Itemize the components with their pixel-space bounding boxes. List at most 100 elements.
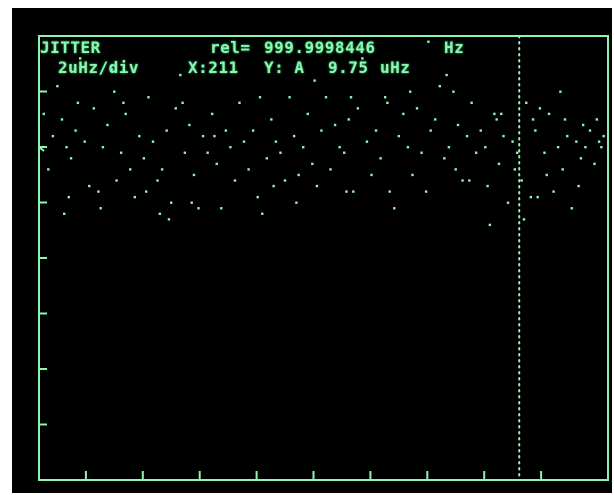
data-point — [349, 96, 353, 99]
data-point — [379, 157, 382, 160]
data-point — [67, 195, 70, 199]
data-point — [529, 195, 533, 199]
data-point — [274, 140, 278, 143]
data-point — [445, 73, 448, 77]
scale-readout: 2uHz/div — [58, 58, 140, 77]
data-point — [88, 184, 91, 188]
data-point — [525, 101, 528, 104]
data-point — [78, 57, 82, 60]
rel-label: rel= — [210, 38, 251, 57]
data-point — [520, 179, 523, 182]
data-point — [60, 118, 64, 121]
data-point — [495, 118, 498, 121]
data-point — [374, 129, 378, 132]
data-point — [197, 207, 200, 210]
data-point — [584, 146, 587, 149]
data-point — [101, 146, 105, 149]
data-point — [233, 179, 237, 182]
data-point — [297, 173, 300, 177]
data-point — [545, 173, 548, 177]
data-point — [220, 207, 223, 210]
data-point — [365, 140, 369, 143]
data-point — [97, 190, 100, 193]
data-point — [292, 134, 296, 138]
data-point — [602, 134, 605, 138]
jitter-plot — [38, 35, 609, 481]
data-point — [502, 134, 505, 138]
data-point — [484, 146, 487, 149]
data-point — [511, 140, 514, 143]
data-point — [201, 134, 205, 138]
data-point — [424, 190, 428, 193]
data-point — [165, 129, 168, 132]
data-point — [588, 129, 592, 132]
data-point — [311, 162, 314, 166]
data-point — [295, 201, 298, 204]
data-point — [256, 195, 259, 199]
data-point — [315, 184, 319, 188]
data-point — [65, 146, 68, 149]
data-point — [124, 112, 127, 116]
data-point — [251, 129, 255, 132]
data-point — [129, 168, 132, 171]
data-point — [474, 151, 478, 154]
data-point — [324, 96, 328, 99]
cursor-value-readout: 9.75 — [328, 58, 369, 77]
data-point — [356, 107, 360, 110]
data-point — [213, 134, 216, 138]
data-point — [452, 90, 455, 93]
data-point — [147, 96, 150, 99]
data-point — [497, 162, 501, 166]
data-point — [397, 134, 401, 138]
data-point — [74, 129, 77, 132]
data-point — [563, 118, 567, 121]
data-point — [447, 146, 451, 149]
data-point — [279, 151, 282, 154]
data-point — [156, 179, 159, 182]
data-point — [600, 146, 603, 149]
data-point — [333, 123, 337, 127]
data-point — [158, 212, 162, 215]
data-point — [352, 190, 355, 193]
data-point — [190, 201, 193, 204]
data-point — [427, 40, 430, 43]
data-point — [513, 168, 517, 171]
data-point — [506, 201, 510, 204]
data-point — [122, 101, 125, 104]
data-point — [265, 157, 268, 160]
data-point — [338, 146, 341, 149]
data-point — [593, 162, 596, 166]
data-point — [215, 162, 218, 166]
data-point — [142, 157, 146, 160]
data-point — [283, 179, 287, 182]
data-point — [468, 179, 471, 182]
data-point — [534, 129, 537, 132]
data-point — [229, 146, 232, 149]
data-point — [174, 107, 177, 110]
data-point — [566, 134, 569, 138]
data-point — [597, 140, 601, 143]
data-point — [133, 195, 136, 199]
data-point — [179, 73, 182, 77]
data-point — [577, 184, 580, 188]
data-point — [493, 112, 496, 116]
data-point — [106, 123, 109, 127]
data-point — [531, 118, 535, 121]
data-point — [429, 129, 432, 132]
data-point — [238, 101, 241, 104]
scope-graticule — [36, 33, 611, 483]
data-point — [288, 96, 291, 99]
data-point — [438, 84, 441, 88]
data-point — [167, 218, 171, 221]
data-point — [515, 151, 519, 154]
data-point — [188, 123, 191, 127]
rel-frequency-unit: Hz — [444, 38, 465, 57]
data-point — [51, 134, 55, 138]
data-point — [543, 151, 546, 154]
data-point — [361, 57, 364, 60]
data-point — [261, 212, 264, 215]
data-point — [110, 68, 114, 71]
data-point — [192, 173, 196, 177]
data-point — [247, 168, 250, 171]
data-point — [345, 190, 348, 193]
